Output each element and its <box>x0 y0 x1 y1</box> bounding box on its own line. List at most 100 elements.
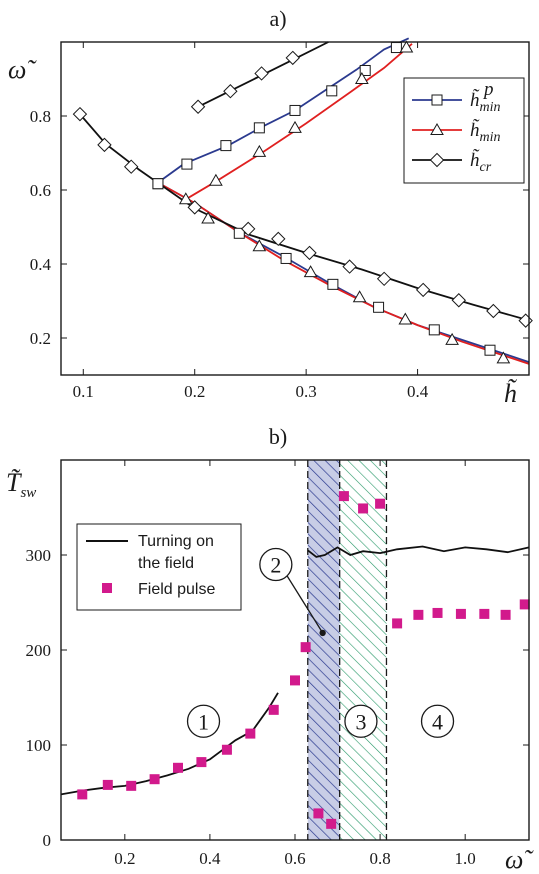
field-pulse-point <box>126 780 137 791</box>
field-pulse-point <box>221 744 232 755</box>
legend-label-square: h̃min <box>470 89 501 115</box>
panel-a-frame <box>60 41 530 376</box>
triangle-marker <box>201 211 215 224</box>
diamond-marker <box>72 106 88 122</box>
field-pulse-point <box>326 818 337 829</box>
diamond-marker <box>190 99 206 114</box>
region-4-label: 4 <box>432 709 443 734</box>
square-marker <box>253 122 265 134</box>
field-pulse-point <box>102 779 113 790</box>
panel-a-title: a) <box>269 6 286 31</box>
field-pulse-point <box>77 789 88 800</box>
panel-a-y-axis-label: ω̃ <box>8 55 37 84</box>
square-marker <box>373 301 385 313</box>
diamond-marker <box>285 50 300 66</box>
field-pulse-point <box>196 757 207 768</box>
x-tick-label: 0.2 <box>114 849 135 868</box>
panel-b-regions <box>307 460 388 840</box>
diamond-marker <box>97 137 112 153</box>
y-tick-label: 200 <box>26 641 52 660</box>
diamond-marker <box>302 245 317 261</box>
region-3-hatch <box>339 460 387 840</box>
square-marker <box>181 158 193 170</box>
field-pulse-point <box>455 608 466 619</box>
panel-b-plot-area: 1 2 3 4 <box>60 491 530 829</box>
triangle-marker <box>354 71 369 84</box>
field-pulse-point <box>479 608 490 619</box>
square-marker <box>428 324 440 336</box>
triangle-marker <box>288 120 302 133</box>
region-2-label: 2 <box>270 553 281 578</box>
diamond-marker <box>187 200 202 215</box>
region-2-badge <box>259 547 293 582</box>
triangle-marker <box>399 40 414 53</box>
y-tick-label: 0.2 <box>30 329 51 348</box>
diamond-marker <box>271 231 286 247</box>
square-marker <box>326 85 338 97</box>
square-marker <box>280 252 292 264</box>
square-marker <box>390 42 402 54</box>
triangle-marker <box>252 239 267 252</box>
diamond-marker <box>376 271 392 287</box>
field-pulse-point <box>290 675 300 686</box>
panel-b-ticks: 0.2 0.4 0.6 0.8 1.0 0 100 200 300 <box>26 460 529 868</box>
triangle-marker <box>352 290 367 303</box>
legend-marker-diamond <box>429 152 445 168</box>
diamond-marker <box>486 303 501 319</box>
x-tick-label: 0.1 <box>73 382 94 401</box>
region-1-badge <box>186 704 221 738</box>
field-pulse-point <box>500 609 511 620</box>
legend-label-field-pulse: Field pulse <box>138 581 215 598</box>
field-pulse-point <box>338 491 349 502</box>
series-triangle-line-1 <box>157 181 530 365</box>
triangle-marker <box>209 173 223 186</box>
region-1-label: 1 <box>198 709 209 734</box>
series-square-line-1 <box>157 181 530 363</box>
diamond-marker <box>342 259 357 274</box>
region-4-badge <box>420 704 455 738</box>
field-pulse-point <box>313 808 324 819</box>
triangle-marker <box>445 332 459 345</box>
square-marker <box>327 278 339 290</box>
square-marker <box>359 64 371 76</box>
y-tick-label: 0.4 <box>30 255 52 274</box>
legend-label-turning-on-line2: the field <box>138 555 194 572</box>
x-tick-label: 0.4 <box>199 849 221 868</box>
field-pulse-point <box>268 704 279 715</box>
legend-marker-field-pulse <box>102 583 112 593</box>
square-marker <box>289 104 301 116</box>
square-marker <box>152 178 164 190</box>
triangle-marker <box>496 351 511 364</box>
y-tick-label: 300 <box>26 546 52 565</box>
field-pulse-point <box>432 607 443 618</box>
legend-label-diamond: h̃cr <box>470 149 492 175</box>
panel-b-legend: Turning on the field Field pulse <box>76 523 242 611</box>
triangle-marker <box>303 265 318 278</box>
field-pulse-point <box>392 618 403 629</box>
turning-on-line-0 <box>60 692 279 796</box>
legend-marker-triangle <box>430 122 444 135</box>
field-pulse-point <box>245 728 256 739</box>
diamond-marker <box>451 293 467 308</box>
square-marker <box>484 344 496 356</box>
y-tick-label: 0 <box>43 831 52 850</box>
x-tick-label: 1.0 <box>455 849 476 868</box>
field-pulse-point <box>413 609 424 620</box>
region-2-pointer-dot <box>319 629 326 637</box>
x-tick-label: 0.2 <box>184 382 205 401</box>
region-2-hatch <box>307 460 340 840</box>
panel-b: b) 1 2 3 4 0.2 0.4 0.6 0.8 1.0 0 100 200 300 T̃sw ω… <box>6 424 534 874</box>
panel-a-x-axis-label: h̃ <box>504 379 518 408</box>
x-tick-label: 0.4 <box>407 382 429 401</box>
field-pulse-point <box>149 774 160 785</box>
panel-b-title: b) <box>269 424 287 449</box>
diamond-marker <box>518 313 533 328</box>
field-pulse-point <box>358 503 369 514</box>
series-triangle-line-0 <box>185 43 413 201</box>
panel-a-ticks: 0.1 0.2 0.3 0.4 0.2 0.4 0.6 0.8 <box>30 42 529 401</box>
x-tick-label: 0.3 <box>296 382 317 401</box>
legend-marker-square <box>431 94 443 106</box>
diamond-marker <box>123 159 139 174</box>
